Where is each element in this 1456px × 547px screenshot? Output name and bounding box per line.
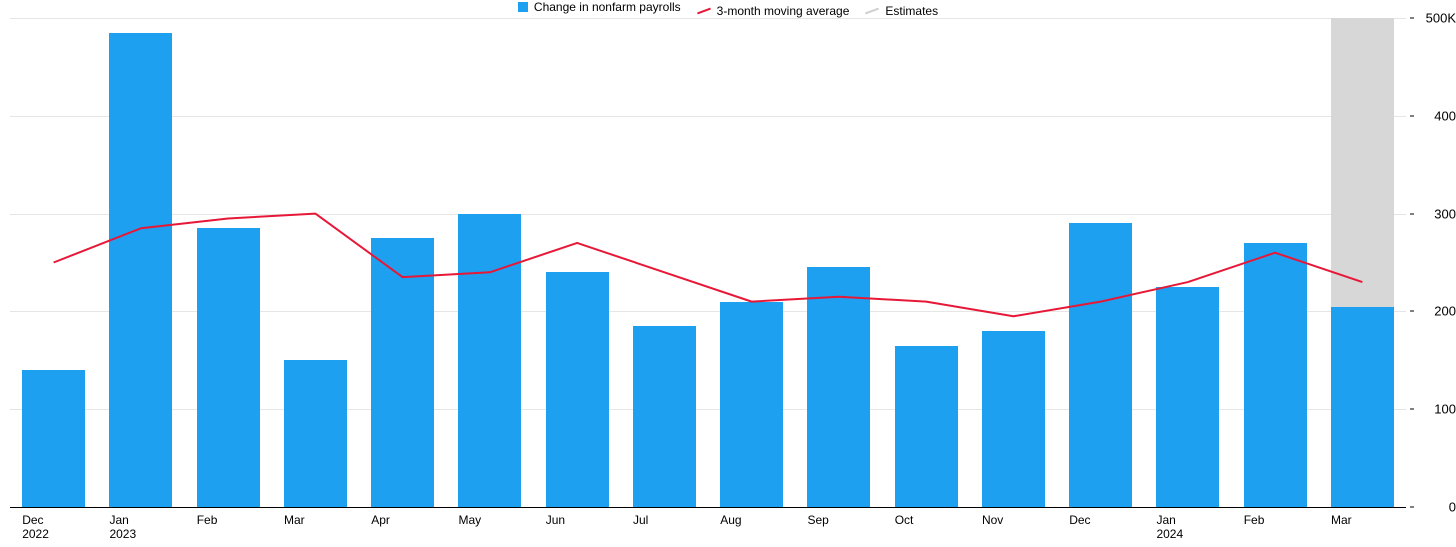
x-tick-label: Nov: [982, 513, 1003, 527]
x-tick-label: Mar: [284, 513, 305, 527]
x-tick-label: Jul: [633, 513, 648, 527]
x-tick-month: Jan: [1156, 513, 1183, 527]
x-tick-month: Dec: [22, 513, 49, 527]
y-tick-mark: [1410, 213, 1414, 214]
x-tick-month: Mar: [1331, 513, 1352, 527]
x-tick-label: Oct: [895, 513, 914, 527]
y-tick-label: 100: [1429, 402, 1456, 417]
legend-label: Change in nonfarm payrolls: [534, 0, 681, 14]
x-tick-label: Apr: [371, 513, 390, 527]
y-tick-label: 0: [1444, 500, 1456, 515]
y-tick-mark: [1410, 311, 1414, 312]
bar: [371, 238, 434, 507]
x-tick-month: Aug: [720, 513, 741, 527]
baseline: [10, 507, 1406, 508]
bar: [1244, 243, 1307, 507]
bar: [1331, 307, 1394, 507]
plot-area: [10, 18, 1406, 507]
x-tick-label: Aug: [720, 513, 741, 527]
bar: [633, 326, 696, 507]
bar: [22, 370, 85, 507]
x-tick-label: Feb: [197, 513, 218, 527]
y-tick-mark: [1410, 507, 1414, 508]
x-tick-year: 2023: [109, 527, 136, 541]
x-tick-month: Jun: [546, 513, 565, 527]
bar: [546, 272, 609, 507]
x-tick-month: May: [458, 513, 481, 527]
legend-item: Estimates: [865, 4, 938, 18]
bar: [197, 228, 260, 507]
y-tick-mark: [1410, 115, 1414, 116]
legend-line-icon: [697, 8, 711, 15]
bar: [982, 331, 1045, 507]
x-tick-label: Feb: [1244, 513, 1265, 527]
x-tick-label: Dec: [1069, 513, 1090, 527]
y-tick-label: 200: [1429, 304, 1456, 319]
gridline: [10, 214, 1406, 215]
x-tick-month: Mar: [284, 513, 305, 527]
legend-item: 3-month moving average: [697, 4, 850, 18]
legend-label: Estimates: [885, 4, 938, 18]
x-tick-month: Nov: [982, 513, 1003, 527]
x-tick-label: May: [458, 513, 481, 527]
y-tick-label: 300: [1429, 206, 1456, 221]
x-tick-month: Jul: [633, 513, 648, 527]
x-tick-label: Jan2023: [109, 513, 136, 542]
gridline: [10, 116, 1406, 117]
x-tick-label: Jan2024: [1156, 513, 1183, 542]
legend-line-icon: [865, 8, 879, 15]
gridline: [10, 18, 1406, 19]
x-tick-label: Mar: [1331, 513, 1352, 527]
legend: Change in nonfarm payrolls 3-month moving…: [0, 0, 1456, 18]
bar: [458, 214, 521, 507]
x-tick-label: Jun: [546, 513, 565, 527]
x-tick-month: Jan: [109, 513, 136, 527]
y-axis: 0100200300400500K: [1410, 18, 1456, 507]
x-tick-month: Sep: [807, 513, 828, 527]
legend-swatch-icon: [518, 2, 528, 12]
legend-item: Change in nonfarm payrolls: [518, 0, 681, 14]
x-tick-label: Sep: [807, 513, 828, 527]
x-tick-year: 2024: [1156, 527, 1183, 541]
bar: [895, 346, 958, 507]
bar: [284, 360, 347, 507]
bar: [109, 33, 172, 507]
x-tick-month: Apr: [371, 513, 390, 527]
y-tick-mark: [1410, 409, 1414, 410]
bar: [1069, 223, 1132, 507]
legend-label: 3-month moving average: [717, 4, 850, 18]
payrolls-chart: Change in nonfarm payrolls 3-month moving…: [0, 0, 1456, 547]
x-tick-month: Feb: [197, 513, 218, 527]
x-tick-month: Oct: [895, 513, 914, 527]
x-tick-month: Dec: [1069, 513, 1090, 527]
x-axis: Dec2022Jan2023FebMarAprMayJunJulAugSepOc…: [10, 509, 1406, 547]
bar: [807, 267, 870, 507]
x-tick-month: Feb: [1244, 513, 1265, 527]
bar: [1156, 287, 1219, 507]
x-tick-year: 2022: [22, 527, 49, 541]
x-tick-label: Dec2022: [22, 513, 49, 542]
bar: [720, 302, 783, 507]
y-tick-label: 400: [1429, 108, 1456, 123]
